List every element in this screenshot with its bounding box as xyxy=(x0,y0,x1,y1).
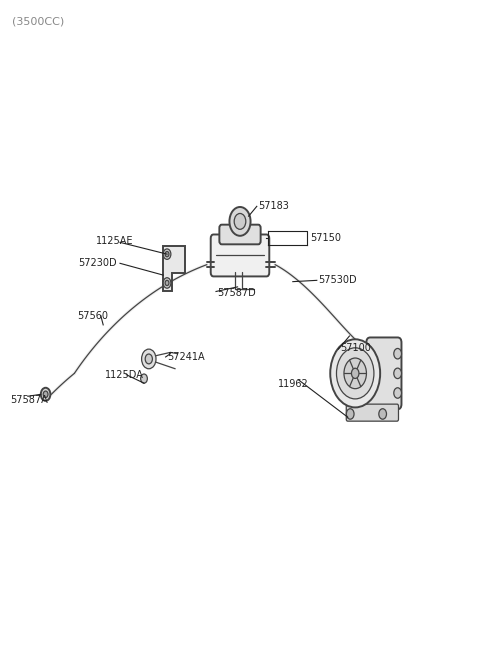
Text: 1125DA: 1125DA xyxy=(105,369,144,380)
Circle shape xyxy=(163,249,171,259)
FancyBboxPatch shape xyxy=(219,225,261,244)
Circle shape xyxy=(41,388,50,401)
Circle shape xyxy=(347,409,354,419)
Circle shape xyxy=(141,374,147,383)
Circle shape xyxy=(229,207,251,236)
Text: 1125AE: 1125AE xyxy=(96,236,133,246)
Circle shape xyxy=(394,388,401,398)
Text: 57150: 57150 xyxy=(310,233,341,243)
Circle shape xyxy=(344,358,366,388)
Circle shape xyxy=(165,252,169,257)
Text: 57183: 57183 xyxy=(258,201,289,212)
Text: 57100: 57100 xyxy=(340,343,371,353)
Circle shape xyxy=(234,214,246,229)
Text: 57587D: 57587D xyxy=(217,288,256,299)
FancyBboxPatch shape xyxy=(211,234,269,276)
Text: 57560: 57560 xyxy=(77,310,108,321)
Text: 57530D: 57530D xyxy=(318,275,357,286)
Circle shape xyxy=(379,409,386,419)
Text: 57230D: 57230D xyxy=(78,258,116,269)
Circle shape xyxy=(43,391,48,398)
FancyBboxPatch shape xyxy=(366,337,401,409)
Text: (3500CC): (3500CC) xyxy=(12,16,64,26)
Circle shape xyxy=(394,348,401,359)
Circle shape xyxy=(394,368,401,379)
Circle shape xyxy=(142,349,156,369)
Text: 57241A: 57241A xyxy=(167,352,204,362)
Circle shape xyxy=(165,280,169,286)
Circle shape xyxy=(163,278,171,288)
FancyBboxPatch shape xyxy=(346,404,398,421)
Circle shape xyxy=(336,348,374,399)
Text: 11962: 11962 xyxy=(278,379,309,389)
Circle shape xyxy=(145,354,153,364)
Text: 57587A: 57587A xyxy=(11,394,48,405)
Circle shape xyxy=(330,339,380,407)
Polygon shape xyxy=(163,246,185,291)
Circle shape xyxy=(351,368,359,379)
